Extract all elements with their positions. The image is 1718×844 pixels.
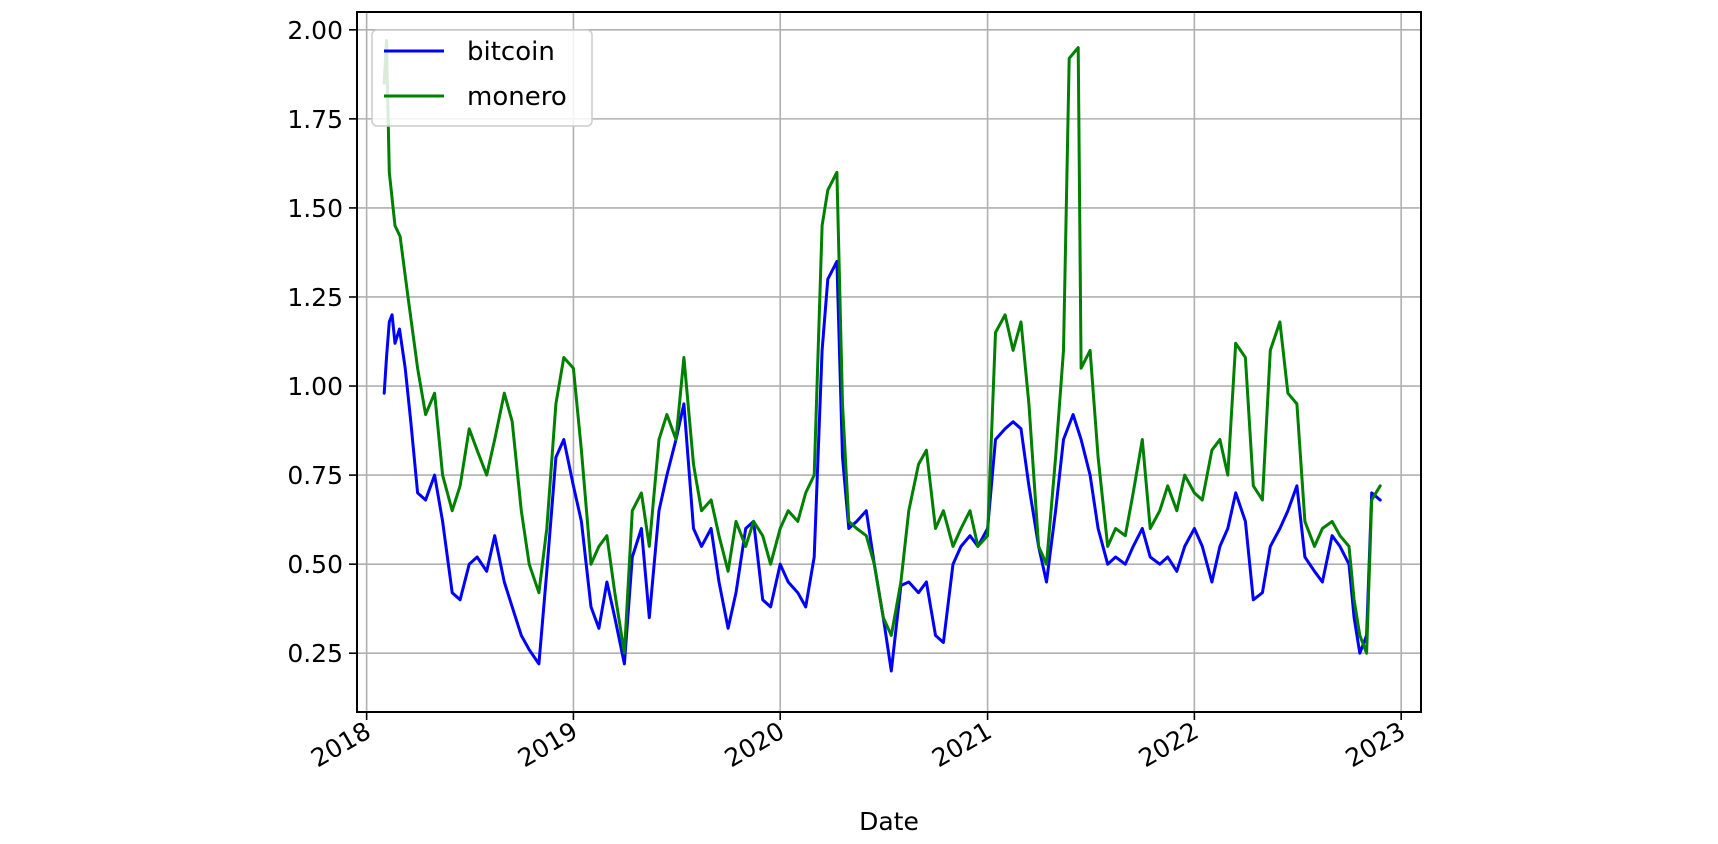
legend: bitcoin monero	[371, 29, 593, 127]
grid-lines	[357, 12, 1421, 712]
y-tick-label: 0.75	[287, 461, 343, 490]
y-tick-label: 1.50	[287, 194, 343, 223]
x-axis-label: Date	[859, 807, 919, 836]
series-line-bitcoin	[382, 259, 1382, 673]
y-tick-label: 1.75	[287, 105, 343, 134]
y-tick-label: 0.25	[287, 639, 343, 668]
y-tick-label: 1.25	[287, 283, 343, 312]
y-tick-label: 2.00	[287, 16, 343, 45]
legend-box	[371, 29, 593, 127]
y-tick-label: 1.00	[287, 372, 343, 401]
plot-frame	[356, 11, 1422, 713]
series-layer	[382, 39, 1382, 673]
y-tick-label: 0.50	[287, 550, 343, 579]
series-line-monero	[382, 39, 1382, 655]
legend-label-monero: monero	[467, 82, 567, 112]
y-axis: 0.25 0.50 0.75 1.00 1.25 1.50 1.75 2.00	[287, 16, 357, 668]
legend-label-bitcoin: bitcoin	[467, 37, 555, 67]
